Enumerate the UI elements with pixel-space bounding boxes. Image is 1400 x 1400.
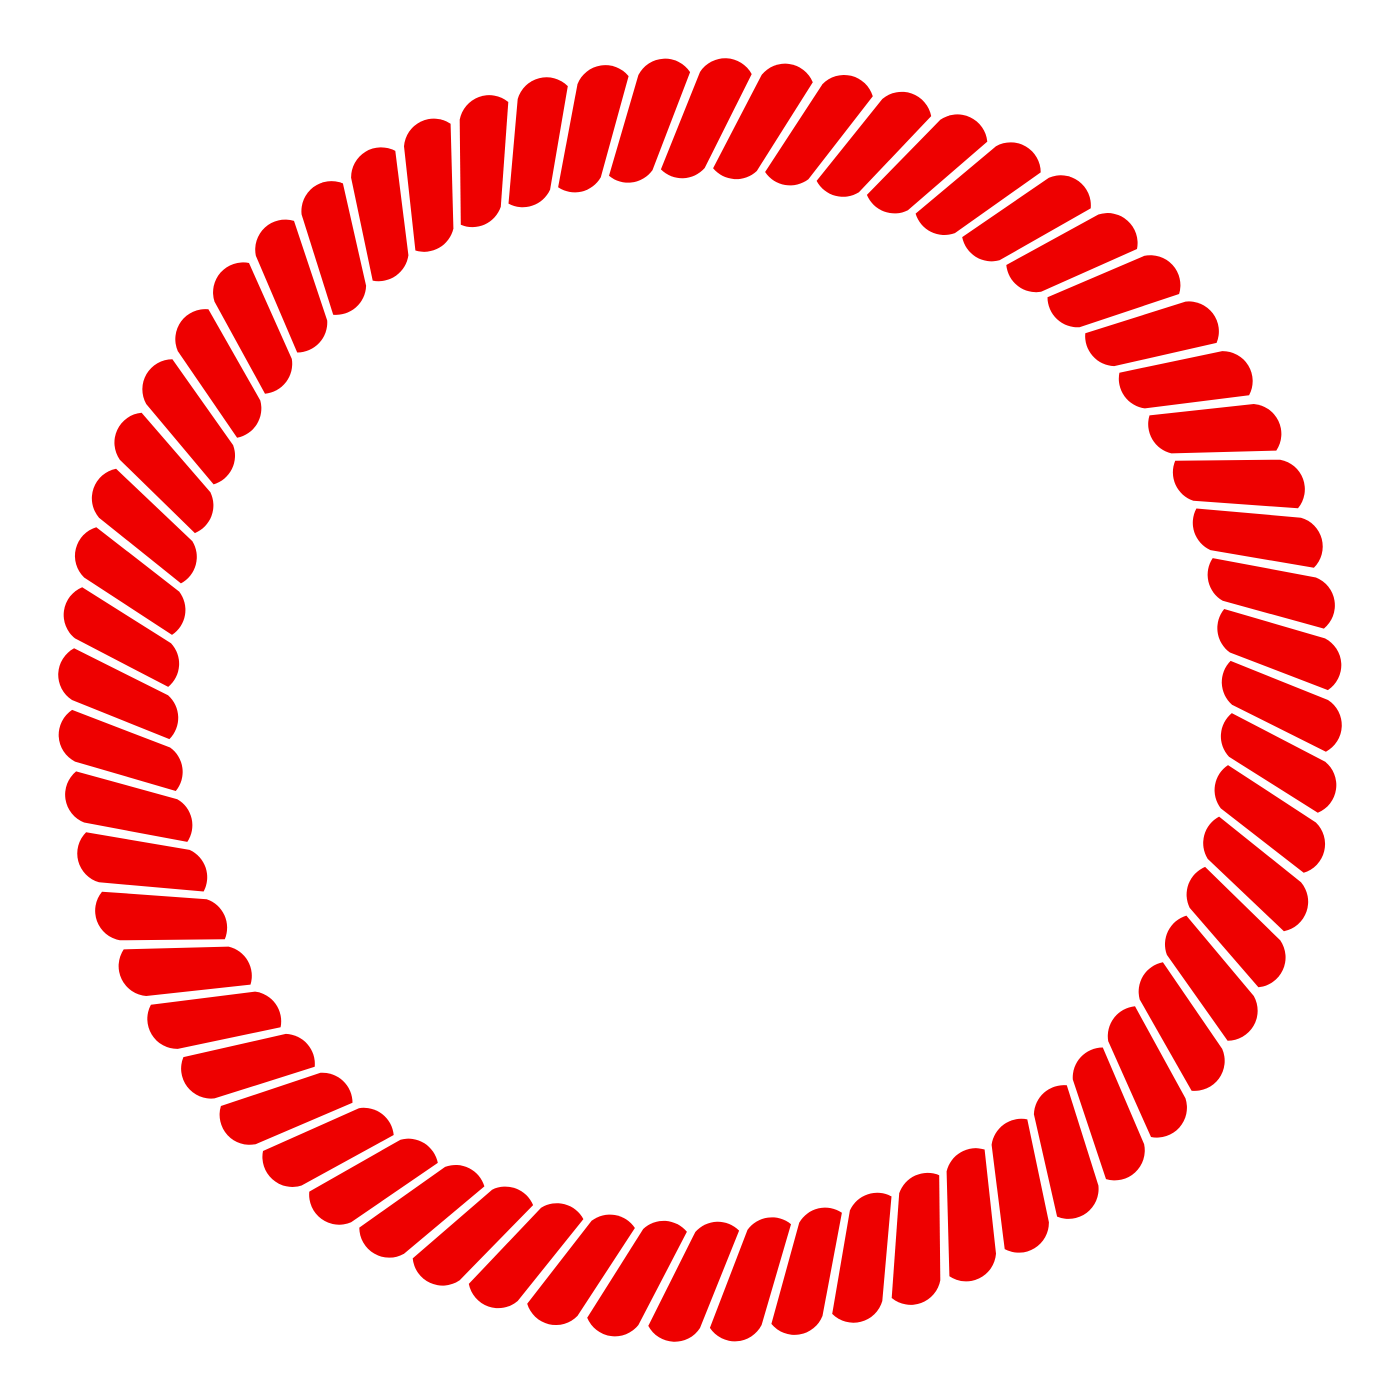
rope-segment (832, 1192, 892, 1323)
rope-segment (1172, 459, 1305, 509)
rope-segment (648, 1221, 740, 1342)
rope-segment (1107, 1006, 1187, 1138)
rope-segment (1221, 660, 1342, 752)
rope-segment (95, 891, 228, 941)
rope-segment (1186, 866, 1286, 988)
rope-segment (262, 1107, 394, 1187)
rope-segment (58, 709, 183, 791)
rope-segment (866, 114, 988, 214)
rope-segment (771, 1207, 842, 1335)
rope-segment (891, 1172, 941, 1305)
rope-segment (301, 181, 367, 315)
rope-segment (351, 147, 409, 282)
rope-segment (118, 946, 252, 996)
rope-segment (609, 58, 691, 183)
rope-segment (527, 1214, 635, 1326)
rope-segment (713, 63, 813, 180)
rope-segments (58, 58, 1342, 1342)
rope-segment (1220, 713, 1337, 813)
rope-segment (1148, 404, 1282, 454)
rope-segment (74, 527, 186, 635)
rope-segment (765, 74, 873, 186)
rope-segment (213, 262, 293, 394)
rope-segment (1138, 962, 1225, 1091)
rope-segment (946, 1148, 996, 1282)
rope-segment (1118, 351, 1253, 409)
rope-segment (459, 95, 509, 228)
rope-segment (63, 587, 180, 687)
rope-segment (468, 1203, 584, 1309)
rope-segment (412, 1186, 534, 1286)
rope-segment (915, 142, 1041, 236)
rope-segment (508, 77, 568, 208)
rope-segment (816, 91, 932, 197)
rope-segment (660, 58, 752, 179)
rope-segment (404, 118, 454, 252)
rope-segment (255, 219, 328, 353)
rope-segment (1203, 816, 1309, 932)
rope-segment (65, 771, 193, 842)
rope-segment (709, 1217, 791, 1342)
rope-segment (991, 1118, 1049, 1253)
rope-segment (558, 65, 629, 193)
rope-segment (1217, 609, 1342, 691)
rope-segment (219, 1072, 353, 1145)
rope-segment (359, 1164, 485, 1258)
rope-segment (1006, 213, 1138, 293)
rope-segment (1164, 915, 1258, 1041)
rope-segment (175, 309, 262, 438)
rope-segment (91, 468, 197, 584)
rope-segment (1192, 508, 1323, 568)
rope-segment (142, 359, 236, 485)
rope-segment (1085, 301, 1219, 367)
rope-segment (309, 1138, 438, 1225)
rope-segment (1047, 255, 1181, 328)
rope-segment (1072, 1047, 1145, 1181)
rope-segment (181, 1033, 315, 1099)
rope-segment (58, 648, 179, 740)
rope-segment (114, 412, 214, 534)
rope-segment (147, 991, 282, 1049)
rope-segment (1214, 765, 1326, 873)
rope-segment (962, 175, 1091, 262)
rope-segment (587, 1220, 687, 1337)
rope-segment (1207, 558, 1335, 629)
rope-segment (1033, 1085, 1099, 1219)
rope-segment (77, 832, 208, 892)
